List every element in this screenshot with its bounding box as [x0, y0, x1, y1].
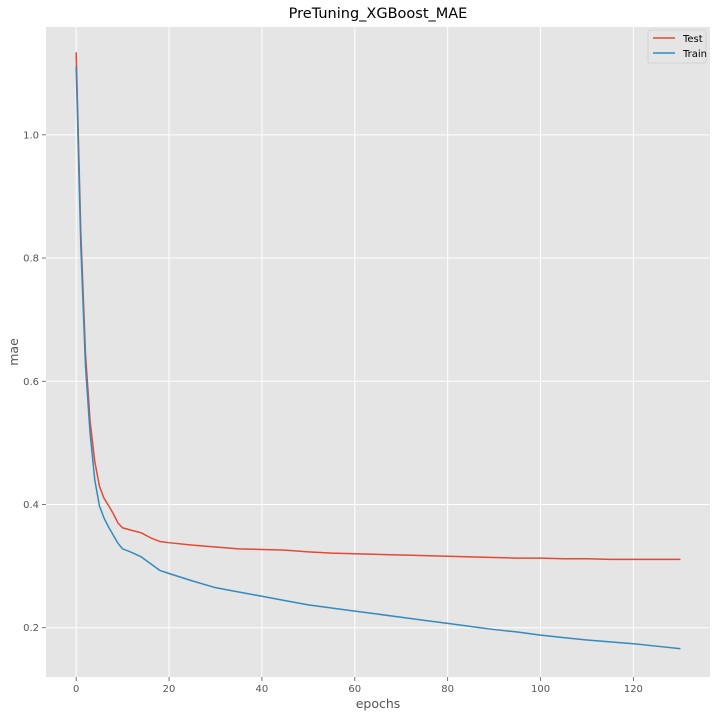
- series-line-test: [75, 52, 681, 561]
- y-tick-label: 0.4: [23, 500, 39, 511]
- x-tick-label: 80: [441, 684, 454, 695]
- y-tick-label: 0.2: [23, 623, 39, 634]
- grid: [46, 27, 710, 677]
- plot-background: [46, 27, 710, 677]
- legend-label-train: Train: [682, 49, 707, 60]
- legend-label-test: Test: [682, 34, 703, 45]
- series-lines: [75, 52, 681, 650]
- y-tick-label: 0.8: [23, 254, 39, 265]
- x-tick-label: 120: [624, 684, 643, 695]
- y-tick-label: 0.6: [23, 377, 39, 388]
- legend: Test Train: [647, 29, 707, 64]
- x-tick-label: 0: [73, 684, 79, 695]
- x-axis-label: epochs: [356, 696, 401, 711]
- y-tick-label: 1.0: [23, 130, 39, 141]
- series-line-train: [75, 66, 681, 650]
- chart-title: PreTuning_XGBoost_MAE: [289, 6, 468, 22]
- y-ticks: 0.2 0.4 0.6 0.8 1.0: [23, 130, 46, 634]
- y-axis-label: mae: [6, 338, 21, 366]
- x-tick-label: 20: [163, 684, 176, 695]
- x-tick-label: 40: [256, 684, 269, 695]
- x-tick-label: 100: [531, 684, 550, 695]
- x-tick-label: 60: [348, 684, 361, 695]
- x-ticks: 0 20 40 60 80 100 120: [73, 677, 643, 695]
